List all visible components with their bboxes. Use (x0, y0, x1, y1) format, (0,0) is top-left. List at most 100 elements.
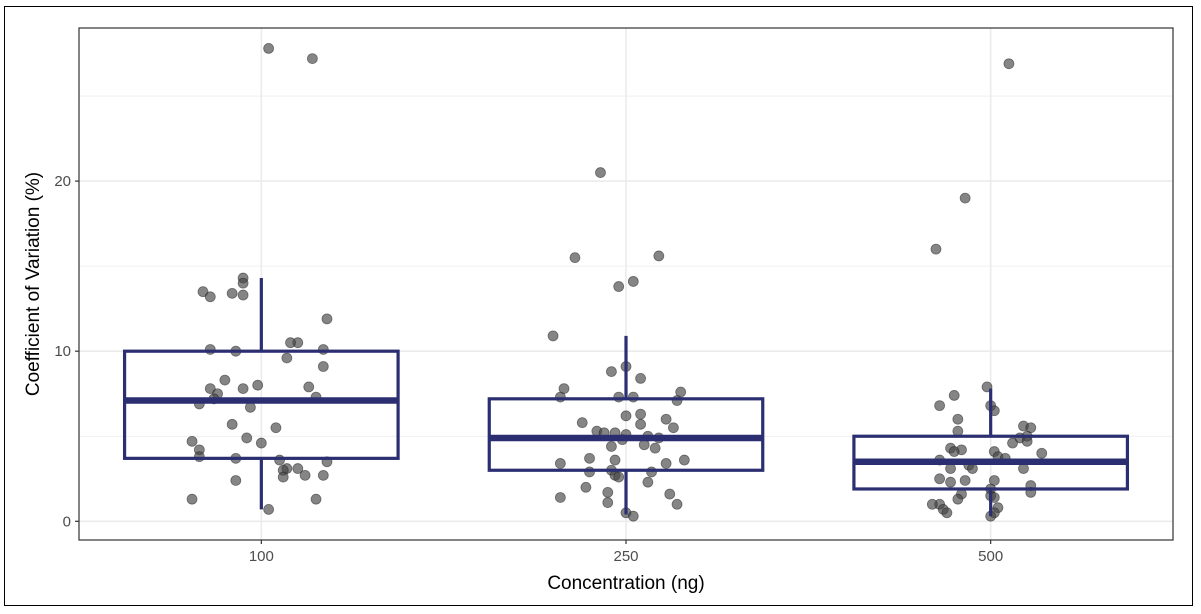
data-point (255, 437, 267, 449)
data-point (952, 413, 964, 425)
data-point (668, 422, 679, 434)
data-point (303, 381, 315, 393)
data-point (197, 286, 209, 298)
data-point (263, 43, 275, 54)
data-point (306, 53, 318, 65)
data-point (930, 243, 942, 255)
data-point (584, 452, 595, 464)
data-point (627, 510, 639, 522)
data-point (959, 475, 971, 486)
data-point (671, 498, 683, 510)
data-point (576, 417, 588, 429)
data-point (193, 451, 205, 463)
data-point (945, 463, 956, 474)
data-point (226, 287, 238, 299)
data-point (226, 418, 238, 430)
data-point (671, 395, 683, 406)
data-point (945, 476, 956, 488)
data-point (606, 441, 617, 452)
data-point (241, 432, 253, 444)
data-point (627, 391, 639, 403)
data-point (204, 291, 216, 303)
y-tick-label: 10 (54, 343, 71, 360)
data-point (237, 383, 249, 395)
x-tick-label: 100 (249, 548, 274, 565)
data-point (569, 252, 581, 264)
data-point (678, 454, 690, 466)
y-tick-label: 20 (54, 173, 71, 190)
data-point (952, 425, 964, 437)
data-point (959, 192, 971, 204)
data-point (310, 493, 322, 505)
data-point (926, 498, 938, 510)
data-point (230, 475, 242, 486)
data-point (948, 446, 960, 457)
data-point (602, 497, 614, 508)
data-point (941, 507, 953, 519)
data-point (613, 281, 625, 292)
data-point (934, 400, 946, 412)
y-tick-label: 0 (63, 513, 71, 530)
data-point (952, 493, 964, 505)
data-point (646, 466, 657, 478)
data-point (635, 418, 646, 430)
data-point (321, 313, 333, 325)
data-point (270, 422, 282, 434)
data-point (263, 503, 275, 515)
data-point (660, 458, 672, 469)
data-point (1007, 437, 1018, 449)
data-point (602, 486, 614, 498)
data-point (580, 481, 592, 493)
data-point (554, 391, 566, 403)
data-point (281, 352, 293, 364)
data-point (606, 366, 617, 378)
data-point (237, 289, 249, 301)
data-point (317, 469, 329, 481)
data-point (299, 469, 311, 481)
data-point (584, 466, 595, 478)
data-point (292, 463, 304, 474)
jitter-points (186, 43, 1048, 522)
data-point (635, 373, 646, 384)
data-point (244, 401, 256, 413)
data-point (1018, 463, 1029, 474)
data-point (1021, 435, 1033, 447)
data-point (204, 344, 216, 355)
y-axis: 0 10 20 (54, 173, 79, 530)
data-point (1036, 447, 1048, 459)
data-point (204, 383, 216, 395)
data-point (649, 442, 661, 454)
data-point (186, 493, 198, 505)
data-point (635, 408, 646, 420)
x-tick-label: 250 (613, 548, 638, 565)
data-point (237, 277, 249, 289)
data-point (660, 413, 672, 425)
data-point (1003, 58, 1015, 70)
data-point (317, 344, 329, 355)
data-point (595, 167, 606, 178)
data-point (252, 379, 264, 391)
data-point (613, 471, 625, 483)
boxes (122, 278, 1130, 517)
data-point (554, 492, 566, 503)
data-point (967, 463, 978, 474)
data-point (274, 454, 285, 466)
data-point (609, 454, 621, 466)
data-point (642, 476, 654, 488)
data-point (934, 473, 946, 485)
box-iqr (122, 349, 400, 460)
data-point (317, 361, 329, 372)
data-point (613, 391, 625, 403)
data-point (277, 471, 289, 483)
x-tick-label: 500 (978, 548, 1003, 565)
x-axis-title: Concentration (ng) (547, 573, 704, 594)
data-point (620, 410, 632, 422)
data-point (547, 330, 559, 342)
data-point (627, 276, 639, 287)
data-point (554, 458, 566, 469)
figure-frame (4, 6, 1193, 606)
data-point (638, 439, 650, 451)
data-point (653, 250, 665, 262)
x-axis: 100 250 500 (249, 540, 1003, 565)
box-iqr (487, 397, 765, 472)
